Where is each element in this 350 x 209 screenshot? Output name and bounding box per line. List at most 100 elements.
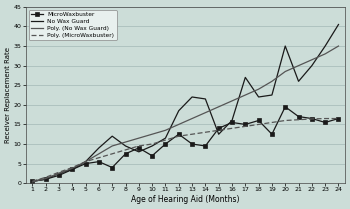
MicroWaxbuster — [124, 153, 128, 155]
Line: Poly. (MicroWaxbuster): Poly. (MicroWaxbuster) — [32, 119, 338, 181]
No Wax Guard — [30, 180, 34, 182]
Poly. (No Wax Guard) — [190, 117, 194, 120]
Poly. (MicroWaxbuster) — [137, 145, 141, 147]
Line: No Wax Guard: No Wax Guard — [32, 24, 338, 181]
MicroWaxbuster — [243, 123, 247, 126]
Poly. (MicroWaxbuster) — [57, 171, 61, 173]
MicroWaxbuster — [163, 143, 168, 145]
MicroWaxbuster — [177, 133, 181, 135]
No Wax Guard — [57, 172, 61, 175]
Poly. (No Wax Guard) — [230, 100, 234, 102]
Poly. (No Wax Guard) — [57, 172, 61, 175]
Poly. (No Wax Guard) — [150, 133, 154, 135]
Poly. (No Wax Guard) — [43, 177, 48, 180]
Poly. (No Wax Guard) — [70, 167, 74, 169]
Poly. (MicroWaxbuster) — [70, 166, 74, 169]
No Wax Guard — [217, 133, 221, 135]
Line: MicroWaxbuster: MicroWaxbuster — [30, 105, 340, 183]
Poly. (No Wax Guard) — [296, 64, 301, 67]
Poly. (No Wax Guard) — [203, 111, 208, 114]
No Wax Guard — [310, 64, 314, 67]
Poly. (MicroWaxbuster) — [283, 119, 287, 122]
MicroWaxbuster — [150, 154, 154, 157]
Poly. (No Wax Guard) — [30, 181, 34, 183]
Poly. (No Wax Guard) — [323, 53, 327, 55]
Poly. (MicroWaxbuster) — [296, 119, 301, 121]
No Wax Guard — [283, 45, 287, 47]
MicroWaxbuster — [323, 121, 327, 124]
Poly. (MicroWaxbuster) — [257, 123, 261, 126]
MicroWaxbuster — [296, 115, 301, 118]
Poly. (MicroWaxbuster) — [43, 176, 48, 178]
MicroWaxbuster — [43, 178, 48, 181]
MicroWaxbuster — [190, 143, 194, 145]
No Wax Guard — [124, 145, 128, 147]
No Wax Guard — [163, 137, 168, 139]
No Wax Guard — [203, 98, 208, 100]
Poly. (No Wax Guard) — [110, 145, 114, 147]
MicroWaxbuster — [97, 160, 101, 163]
No Wax Guard — [270, 94, 274, 96]
No Wax Guard — [70, 168, 74, 171]
Poly. (MicroWaxbuster) — [177, 135, 181, 138]
MicroWaxbuster — [283, 106, 287, 108]
Poly. (MicroWaxbuster) — [217, 129, 221, 131]
MicroWaxbuster — [84, 162, 88, 165]
MicroWaxbuster — [70, 168, 74, 171]
Poly. (No Wax Guard) — [257, 88, 261, 90]
No Wax Guard — [177, 110, 181, 112]
Poly. (MicroWaxbuster) — [150, 143, 154, 145]
Poly. (MicroWaxbuster) — [163, 139, 168, 141]
MicroWaxbuster — [230, 121, 234, 124]
MicroWaxbuster — [336, 117, 341, 120]
Poly. (MicroWaxbuster) — [243, 125, 247, 128]
Poly. (No Wax Guard) — [177, 123, 181, 126]
Poly. (No Wax Guard) — [163, 129, 168, 131]
MicroWaxbuster — [257, 119, 261, 122]
No Wax Guard — [190, 96, 194, 98]
No Wax Guard — [97, 147, 101, 149]
MicroWaxbuster — [30, 180, 34, 182]
Poly. (No Wax Guard) — [217, 106, 221, 108]
Poly. (MicroWaxbuster) — [323, 117, 327, 120]
Poly. (No Wax Guard) — [310, 59, 314, 61]
Poly. (MicroWaxbuster) — [336, 117, 341, 120]
Poly. (MicroWaxbuster) — [270, 121, 274, 124]
MicroWaxbuster — [110, 166, 114, 169]
Poly. (MicroWaxbuster) — [84, 160, 88, 163]
Poly. (No Wax Guard) — [270, 80, 274, 83]
No Wax Guard — [150, 145, 154, 147]
Poly. (No Wax Guard) — [137, 137, 141, 139]
Poly. (No Wax Guard) — [243, 94, 247, 96]
No Wax Guard — [84, 160, 88, 163]
Poly. (No Wax Guard) — [97, 153, 101, 155]
MicroWaxbuster — [57, 174, 61, 177]
Poly. (MicroWaxbuster) — [124, 149, 128, 151]
Y-axis label: Receiver Replacement Rate: Receiver Replacement Rate — [5, 47, 11, 143]
No Wax Guard — [137, 151, 141, 153]
Poly. (No Wax Guard) — [336, 45, 341, 47]
Legend: MicroWaxbuster, No Wax Guard, Poly. (No Wax Guard), Poly. (MicroWaxbuster): MicroWaxbuster, No Wax Guard, Poly. (No … — [29, 10, 117, 40]
Poly. (MicroWaxbuster) — [110, 153, 114, 155]
MicroWaxbuster — [137, 147, 141, 149]
MicroWaxbuster — [270, 133, 274, 135]
No Wax Guard — [230, 119, 234, 122]
No Wax Guard — [243, 76, 247, 79]
No Wax Guard — [257, 96, 261, 98]
Poly. (No Wax Guard) — [84, 160, 88, 163]
No Wax Guard — [296, 80, 301, 83]
No Wax Guard — [110, 135, 114, 138]
Poly. (MicroWaxbuster) — [97, 157, 101, 159]
No Wax Guard — [43, 178, 48, 181]
Poly. (MicroWaxbuster) — [310, 118, 314, 120]
X-axis label: Age of Hearing Aid (Months): Age of Hearing Aid (Months) — [131, 195, 240, 204]
Poly. (MicroWaxbuster) — [30, 180, 34, 182]
Poly. (No Wax Guard) — [124, 141, 128, 143]
No Wax Guard — [336, 23, 341, 26]
MicroWaxbuster — [217, 127, 221, 130]
Poly. (MicroWaxbuster) — [203, 131, 208, 134]
Poly. (MicroWaxbuster) — [230, 127, 234, 130]
No Wax Guard — [323, 45, 327, 47]
MicroWaxbuster — [203, 145, 208, 147]
Poly. (No Wax Guard) — [283, 70, 287, 73]
